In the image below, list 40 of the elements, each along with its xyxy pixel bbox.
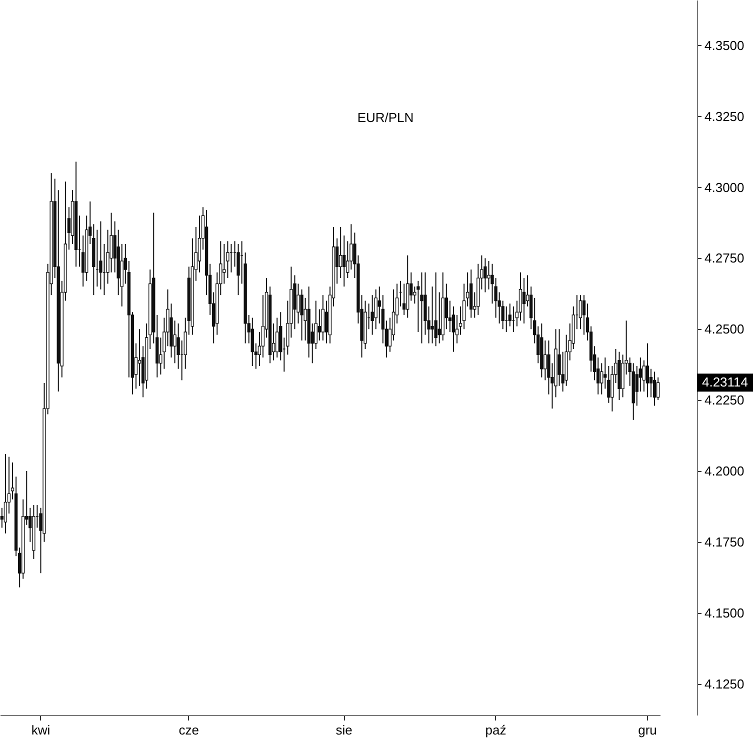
candlestick <box>487 260 490 290</box>
candlestick <box>646 342 650 398</box>
text: 4.23114 <box>702 374 748 390</box>
candlestick <box>236 244 240 296</box>
candlestick <box>544 340 547 381</box>
y-tick-label: 4.1750 <box>704 534 744 550</box>
candlestick <box>484 258 487 293</box>
x-tick-label: sie <box>336 722 352 738</box>
x-tick-label: paź <box>485 722 506 738</box>
candlestick <box>438 292 441 344</box>
candlestick <box>321 294 325 341</box>
y-tick-label: 4.3500 <box>704 38 744 53</box>
text: EUR/PLN <box>357 110 414 125</box>
x-tick-label: gru <box>638 722 657 738</box>
y-tick-label: 4.3250 <box>704 108 744 124</box>
y-tick-label: 4.3000 <box>704 180 744 195</box>
candlestick <box>522 278 526 324</box>
x-tick-label: kwi <box>31 722 50 738</box>
candlestick <box>339 226 342 279</box>
candlestick <box>402 283 406 316</box>
candlestick <box>430 286 434 344</box>
y-tick-label: 4.2750 <box>704 250 744 266</box>
y-tick-label: 4.2250 <box>704 392 744 408</box>
candlestick <box>4 453 8 534</box>
candlestick <box>342 234 346 288</box>
x-tick-label: cze <box>178 722 200 738</box>
candlestick <box>250 317 254 367</box>
candlestick <box>652 371 656 406</box>
candlestick <box>222 244 226 284</box>
y-tick-label: 4.2000 <box>704 463 744 478</box>
candlestick <box>434 272 438 347</box>
y-tick-label: 4.1250 <box>704 676 744 692</box>
candlestick <box>642 360 646 392</box>
candlestick <box>656 376 660 401</box>
candlestick <box>420 272 424 344</box>
candlestick <box>276 317 279 358</box>
y-tick-label: 4.1500 <box>704 605 744 620</box>
candlestick <box>138 328 142 386</box>
y-tick-label: 4.2500 <box>704 322 744 337</box>
candlestick <box>318 308 321 341</box>
